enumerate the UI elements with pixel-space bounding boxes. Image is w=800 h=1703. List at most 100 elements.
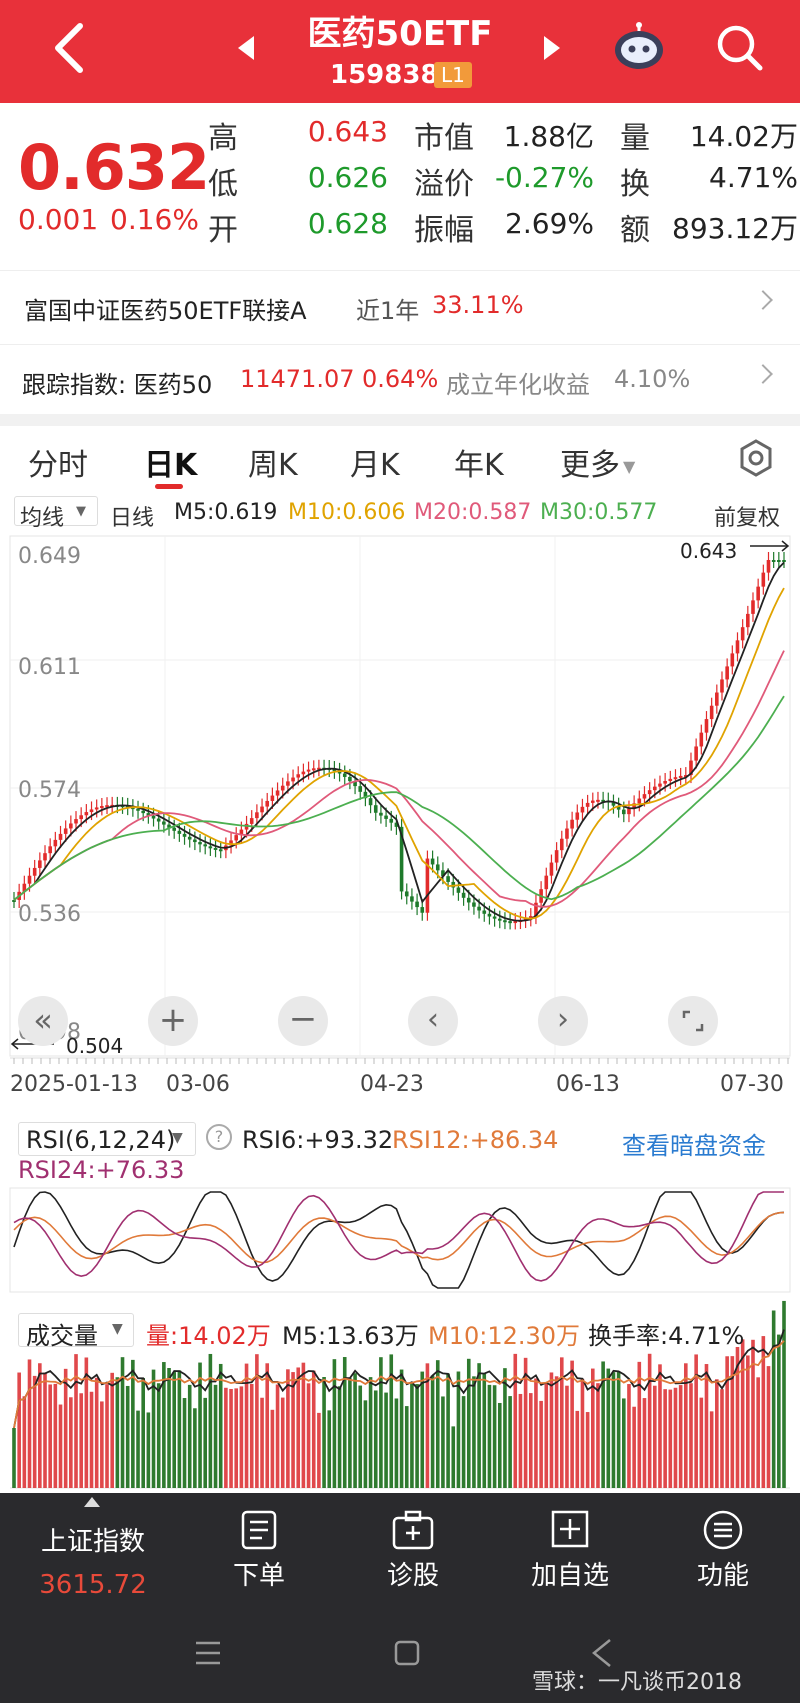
volume-bar	[358, 1385, 363, 1488]
volume-bar	[146, 1412, 151, 1488]
candle-body	[627, 808, 631, 815]
scroll-left-button[interactable]: ‹	[408, 996, 458, 1046]
candle-body	[105, 805, 109, 808]
candle-body	[580, 806, 585, 813]
rsi-legend: RSI(6,12,24) ▼ ? RSI6:+93.32 RSI12:+86.3…	[0, 1118, 800, 1188]
hidden-funds-link[interactable]: 查看暗盘资金	[622, 1132, 766, 1160]
amount-label: 额	[620, 213, 650, 248]
volume-bar	[32, 1375, 37, 1488]
volume-bar	[621, 1398, 626, 1488]
volume-bar	[751, 1339, 755, 1488]
candle-body	[472, 902, 476, 907]
candle-body	[208, 846, 213, 849]
candle-body	[270, 795, 275, 801]
low-value: 0.626	[307, 161, 388, 194]
candle-body	[89, 809, 94, 813]
volume-bar	[523, 1357, 528, 1488]
order-label: 下单	[232, 1561, 285, 1591]
scroll-right-button[interactable]: ›	[538, 996, 588, 1046]
max-price-label: 0.643	[680, 539, 738, 563]
rsi-selector[interactable]	[18, 1122, 196, 1156]
linked-fund-row[interactable]: 富国中证医药50ETF联接A 近1年 33.11%	[0, 270, 800, 342]
home-icon[interactable]	[394, 1640, 420, 1666]
candle-body	[647, 790, 652, 795]
volume-bar	[606, 1368, 611, 1488]
candle-body	[684, 775, 688, 778]
tab-daily-k[interactable]: 日K	[144, 448, 198, 483]
volume-bar	[265, 1363, 270, 1488]
back-nav-icon[interactable]	[590, 1638, 614, 1668]
diagnose-button[interactable]: 诊股	[368, 1509, 458, 1592]
zoom-in-button[interactable]: +	[148, 996, 198, 1046]
prev-stock-icon[interactable]	[238, 36, 254, 60]
volume-bar	[580, 1378, 585, 1488]
search-icon[interactable]	[714, 22, 764, 72]
volume-bar	[518, 1393, 523, 1488]
volume-bar	[461, 1396, 466, 1488]
candle-body	[528, 916, 533, 919]
back-arrow-icon[interactable]	[50, 18, 90, 78]
candle-body	[410, 896, 414, 902]
candle-body	[751, 600, 755, 614]
next-stock-icon[interactable]	[544, 36, 560, 60]
candle-body	[663, 781, 667, 784]
candle-body	[63, 828, 68, 834]
candle-body	[353, 781, 357, 787]
turnover-rate: 换手率:4.71%	[588, 1322, 745, 1350]
adjust-mode[interactable]: 前复权	[714, 506, 781, 531]
candle-body	[151, 815, 156, 819]
diagnose-label: 诊股	[386, 1561, 439, 1591]
recent-apps-icon[interactable]	[194, 1640, 222, 1666]
volume-bar	[363, 1400, 368, 1488]
volume-bar	[684, 1363, 688, 1488]
volume-selector[interactable]	[18, 1313, 134, 1347]
annual-return-value: 4.10%	[614, 365, 691, 393]
volume-bar	[322, 1377, 326, 1488]
tab-more[interactable]: 更多 ▼	[560, 440, 635, 484]
help-icon[interactable]: ?	[206, 1124, 232, 1150]
tab-yearly-k[interactable]: 年K	[454, 448, 504, 483]
quote-panel: 0.632 0.001 0.16% 高 0.643 低 0.626 开 0.62…	[0, 103, 800, 271]
candle-body	[358, 786, 363, 792]
index-ticker[interactable]: 上证指数 3615.72	[28, 1509, 158, 1600]
rsi-frame	[9, 1187, 791, 1293]
candle-body	[570, 819, 574, 829]
candle-body	[694, 746, 698, 761]
candle-body	[715, 692, 719, 706]
candle-body	[720, 679, 724, 693]
candle-body	[58, 833, 63, 840]
function-button[interactable]: 功能	[678, 1509, 768, 1592]
candle-body	[668, 778, 673, 782]
candle-body	[69, 823, 73, 829]
volume-bar	[596, 1383, 600, 1488]
ma-line-4	[13, 695, 785, 901]
order-button[interactable]: 下单	[214, 1509, 304, 1592]
tracking-index-row[interactable]: 跟踪指数: 医药50 11471.07 0.64% 成立年化收益 4.10%	[0, 344, 800, 416]
expand-up-icon[interactable]	[84, 1497, 100, 1507]
volume-bar	[430, 1375, 435, 1488]
rewind-button[interactable]: «	[18, 996, 68, 1046]
min-price-label: 0.504	[66, 1034, 124, 1058]
tab-weekly-k[interactable]: 周K	[248, 448, 298, 483]
kline-chart-area[interactable]	[0, 0, 800, 1493]
ma-period: 日线	[110, 506, 155, 531]
robot-assistant-icon[interactable]	[612, 22, 666, 72]
candle-body	[187, 836, 192, 840]
add-watchlist-button[interactable]: 加自选	[522, 1509, 618, 1592]
settings-icon[interactable]	[736, 438, 776, 478]
ma-selector[interactable]	[14, 496, 98, 526]
amount-value: 893.12万	[672, 212, 798, 245]
candle-body	[461, 892, 466, 898]
tab-intraday[interactable]: 分时	[28, 448, 88, 483]
tab-monthly-k[interactable]: 月K	[350, 448, 400, 483]
candle-body	[48, 846, 52, 854]
index-name: 上证指数	[40, 1527, 145, 1557]
top-bar: 医药50ETF 159838 L1	[0, 0, 800, 103]
premium-value: -0.27%	[494, 161, 594, 194]
ma-m5: M5:0.619	[174, 500, 278, 525]
candle-body	[389, 818, 394, 823]
fullscreen-button[interactable]	[668, 996, 718, 1046]
date-label: 04-23	[360, 1072, 424, 1097]
zoom-out-button[interactable]: −	[278, 996, 328, 1046]
y-tick-label: 0.611	[18, 655, 81, 680]
